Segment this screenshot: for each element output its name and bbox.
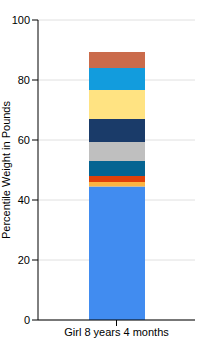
svg-text:Girl 8 years 4 months: Girl 8 years 4 months bbox=[64, 326, 169, 338]
svg-text:100: 100 bbox=[12, 14, 30, 26]
svg-text:0: 0 bbox=[24, 314, 30, 326]
svg-text:Percentile Weight in Pounds: Percentile Weight in Pounds bbox=[8, 101, 12, 239]
svg-text:40: 40 bbox=[18, 194, 30, 206]
svg-text:60: 60 bbox=[18, 134, 30, 146]
svg-text:20: 20 bbox=[18, 254, 30, 266]
svg-text:80: 80 bbox=[18, 74, 30, 86]
